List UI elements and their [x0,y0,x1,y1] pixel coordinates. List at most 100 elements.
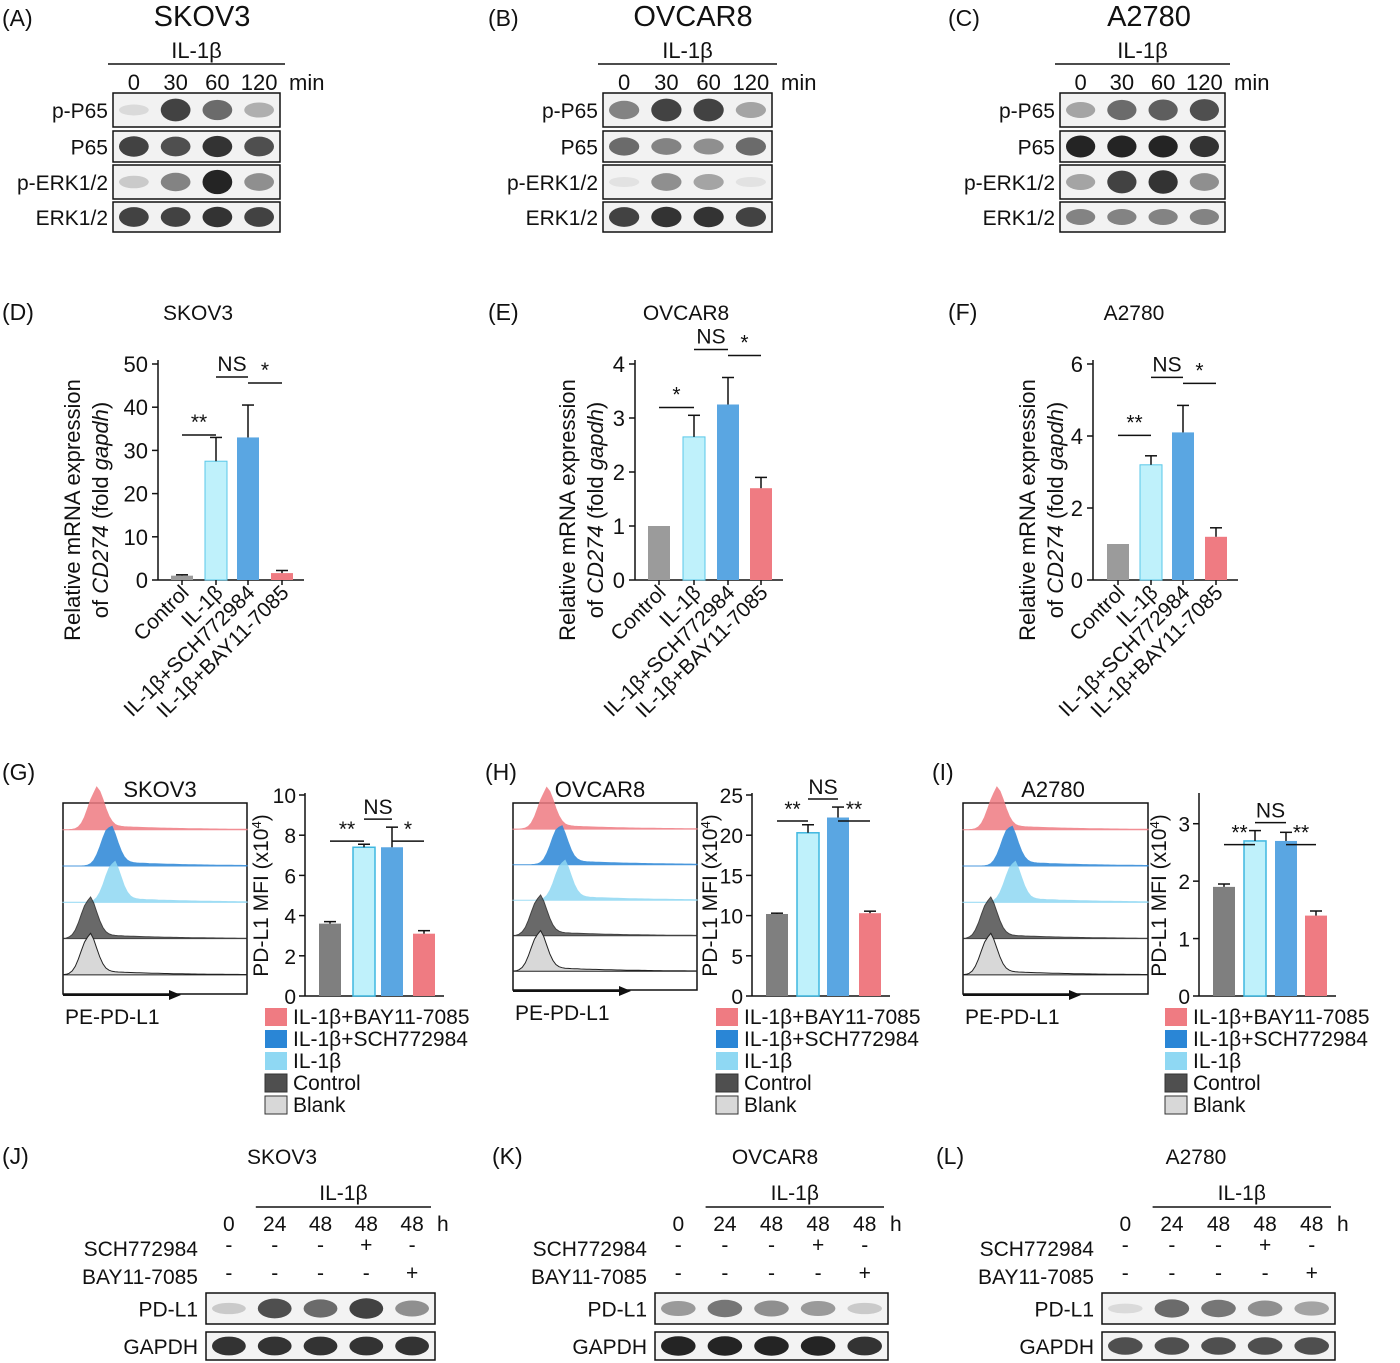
mfi-bar [1305,915,1327,996]
blot-band [1066,102,1096,118]
mrna-bar [648,526,670,580]
histogram-trace [962,786,1149,831]
minus-mark: - [1168,1262,1175,1285]
timepoint-label: 120 [241,70,278,95]
significance-label: ** [846,798,862,821]
blot-band-shape [1108,1337,1143,1355]
blot-band-shape [1148,135,1178,158]
histogram-trace [512,929,698,972]
blot-band-shape [661,1336,696,1356]
mrna-bar [682,436,706,581]
label-exponent: 4 [249,821,264,828]
blot-band [1148,208,1178,226]
label-exponent: 4 [698,821,713,828]
blot-band-shape [244,173,274,191]
blot-band [119,207,149,227]
italic-gene-name: gapdh [1043,409,1068,470]
legend-label: Blank [293,1094,346,1117]
blot-band-shape [1108,1303,1143,1314]
legend-swatch [715,1095,739,1115]
timepoint-label: 30 [163,70,187,95]
significance-label: NS [808,776,837,799]
legend-label: IL-1β+SCH772984 [1193,1028,1368,1051]
minus-mark: - [1122,1262,1129,1285]
italic-gene-name: gapdh [583,409,608,470]
blot-band [1189,208,1219,226]
blot-band-shape [693,98,724,122]
blot-band-shape [707,1336,743,1356]
italic-gene-name: CD274 [1043,525,1068,593]
legend-label: Blank [744,1094,797,1117]
blot-band-shape [212,1336,246,1356]
blot-band [693,206,724,228]
blot-band [119,175,149,189]
timepoint-label: 48 [355,1213,378,1236]
blot-band [1154,1337,1190,1355]
minus-mark: - [1215,1262,1222,1285]
timepoint-label: 60 [696,70,720,95]
blot-band [651,206,682,228]
blot-band [800,1336,836,1356]
significance-label: ** [1231,822,1247,845]
label-part: ) [583,402,608,409]
legend-label: Control [1193,1072,1261,1095]
plus-mark: + [812,1234,824,1257]
pdl1-cell-line-title: SKOV3 [247,1146,317,1169]
blot-band [609,207,640,227]
timepoint-label: 0 [1119,1213,1131,1236]
blot-band-shape [735,207,766,227]
panel-letter: (H) [485,759,517,785]
blot-band-shape [244,136,274,157]
mfi-y-tick-label: 0 [731,986,743,1009]
blot-row-label: p-P65 [999,100,1055,123]
blot-band-shape [1107,170,1137,194]
histogram-title: OVCAR8 [555,777,645,802]
timepoint-label: 0 [223,1213,235,1236]
blot-treatment-label: IL-1β [662,38,713,63]
flow-panel-a2780: A2780 PE-PD-L1 0 1 2 3 PD-L1 MFI (x104) ** NS ** I… [962,777,1370,1117]
panel-letter: (D) [2,299,34,325]
minus-mark: - [1308,1234,1315,1257]
minus-mark: - [1262,1262,1269,1285]
blot-band [395,1300,429,1317]
blot-band-shape [735,137,766,156]
pdl1-cell-line-title: OVCAR8 [732,1146,818,1169]
blot-row-label: p-P65 [542,100,598,123]
blot-band [707,1336,743,1356]
mfi-y-tick-label: 6 [284,865,296,888]
mfi-y-tick-label: 5 [731,946,743,969]
blot-band-shape [160,172,191,192]
blot-band-shape [119,136,149,157]
western-blot-panels: SKOV3 IL-1β 0 30 60 120 min p-P65 P65 p-ERK1/2 ERK… [17,1,1269,233]
mfi-y-tick-label: 0 [284,986,296,1009]
blot-band-shape [1066,208,1096,226]
italic-gene-name: CD274 [88,525,113,593]
minus-mark: - [721,1262,728,1285]
significance-label: ** [191,411,207,434]
blot-band [349,1298,384,1319]
blot-row-label: p-ERK1/2 [17,172,108,195]
histogram-trace [62,932,248,976]
blot-band-shape [800,1336,836,1356]
histogram-trace [62,896,248,940]
histogram-trace [512,894,698,937]
timepoint-label: 120 [1186,70,1223,95]
legend-label: IL-1β+BAY11-7085 [744,1006,921,1029]
timepoint-label: 48 [806,1213,829,1236]
blot-band-shape [303,1336,338,1356]
mrna-y-tick-label: 0 [613,568,625,593]
blot-band [735,137,766,156]
blot-band-shape [800,1300,836,1317]
histogram-x-label: PE-PD-L1 [65,1006,160,1029]
blot-band-shape [244,207,274,227]
minus-mark: - [1168,1234,1175,1257]
blot-band-shape [1066,174,1096,190]
mfi-y-tick-label: 10 [273,785,296,808]
histogram-trace [962,896,1149,940]
mfi-y-tick-label: 0 [1178,986,1190,1009]
mrna-y-tick-label: 50 [124,352,148,377]
blot-band-shape [1107,208,1137,226]
blot-band-shape [1154,1299,1190,1318]
blot-band [244,207,274,227]
